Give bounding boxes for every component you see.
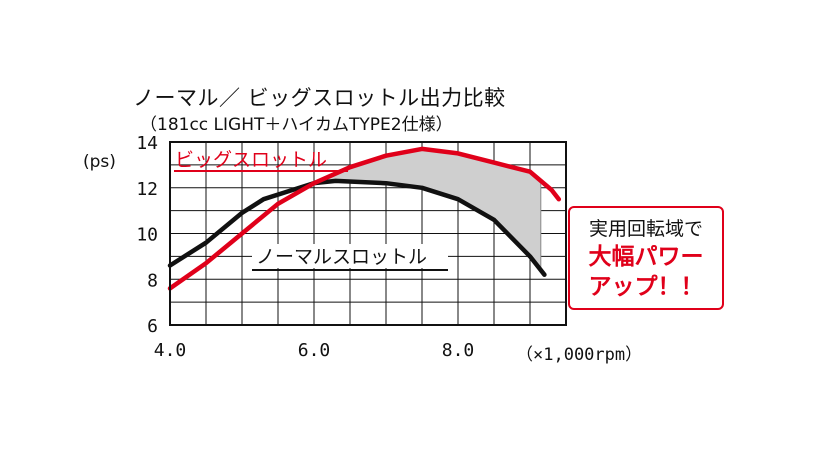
series-label-big: ビッグスロットル bbox=[175, 149, 327, 171]
y-axis-label: (ps) bbox=[83, 152, 116, 172]
y-tick-label: 6 bbox=[147, 316, 158, 337]
callout-line2: 大幅パワー bbox=[588, 244, 704, 270]
x-tick-label: 8.0 bbox=[442, 340, 475, 361]
callout-line3: アップ！！ bbox=[588, 274, 704, 300]
series-line bbox=[167, 178, 547, 277]
chart-title: ノーマル／ ビッグスロットル出力比較 bbox=[133, 86, 506, 110]
x-tick-label: 4.0 bbox=[154, 340, 187, 361]
tick-layer: 6 8 10 12 14 4.0 6.0 8.0 bbox=[136, 133, 474, 361]
callout-line1: 実用回転域で bbox=[588, 218, 703, 240]
x-axis-label: （×1,000rpm） bbox=[516, 345, 643, 365]
y-tick-label: 12 bbox=[136, 179, 158, 200]
plot-frame bbox=[169, 141, 567, 326]
series-layer bbox=[167, 146, 562, 291]
series-label-normal: ノーマルスロットル bbox=[256, 246, 427, 268]
y-tick-label: 14 bbox=[136, 133, 158, 154]
y-tick-label: 8 bbox=[147, 270, 158, 291]
callout-box: 実用回転域で 大幅パワー アップ！！ bbox=[568, 206, 724, 310]
y-tick-label: 10 bbox=[136, 225, 158, 246]
chart-subtitle: （181cc LIGHT＋ハイカムTYPE2仕様） bbox=[140, 115, 453, 135]
x-tick-label: 6.0 bbox=[298, 340, 331, 361]
series-label-normal-bg bbox=[252, 244, 448, 268]
series-line bbox=[167, 146, 562, 291]
